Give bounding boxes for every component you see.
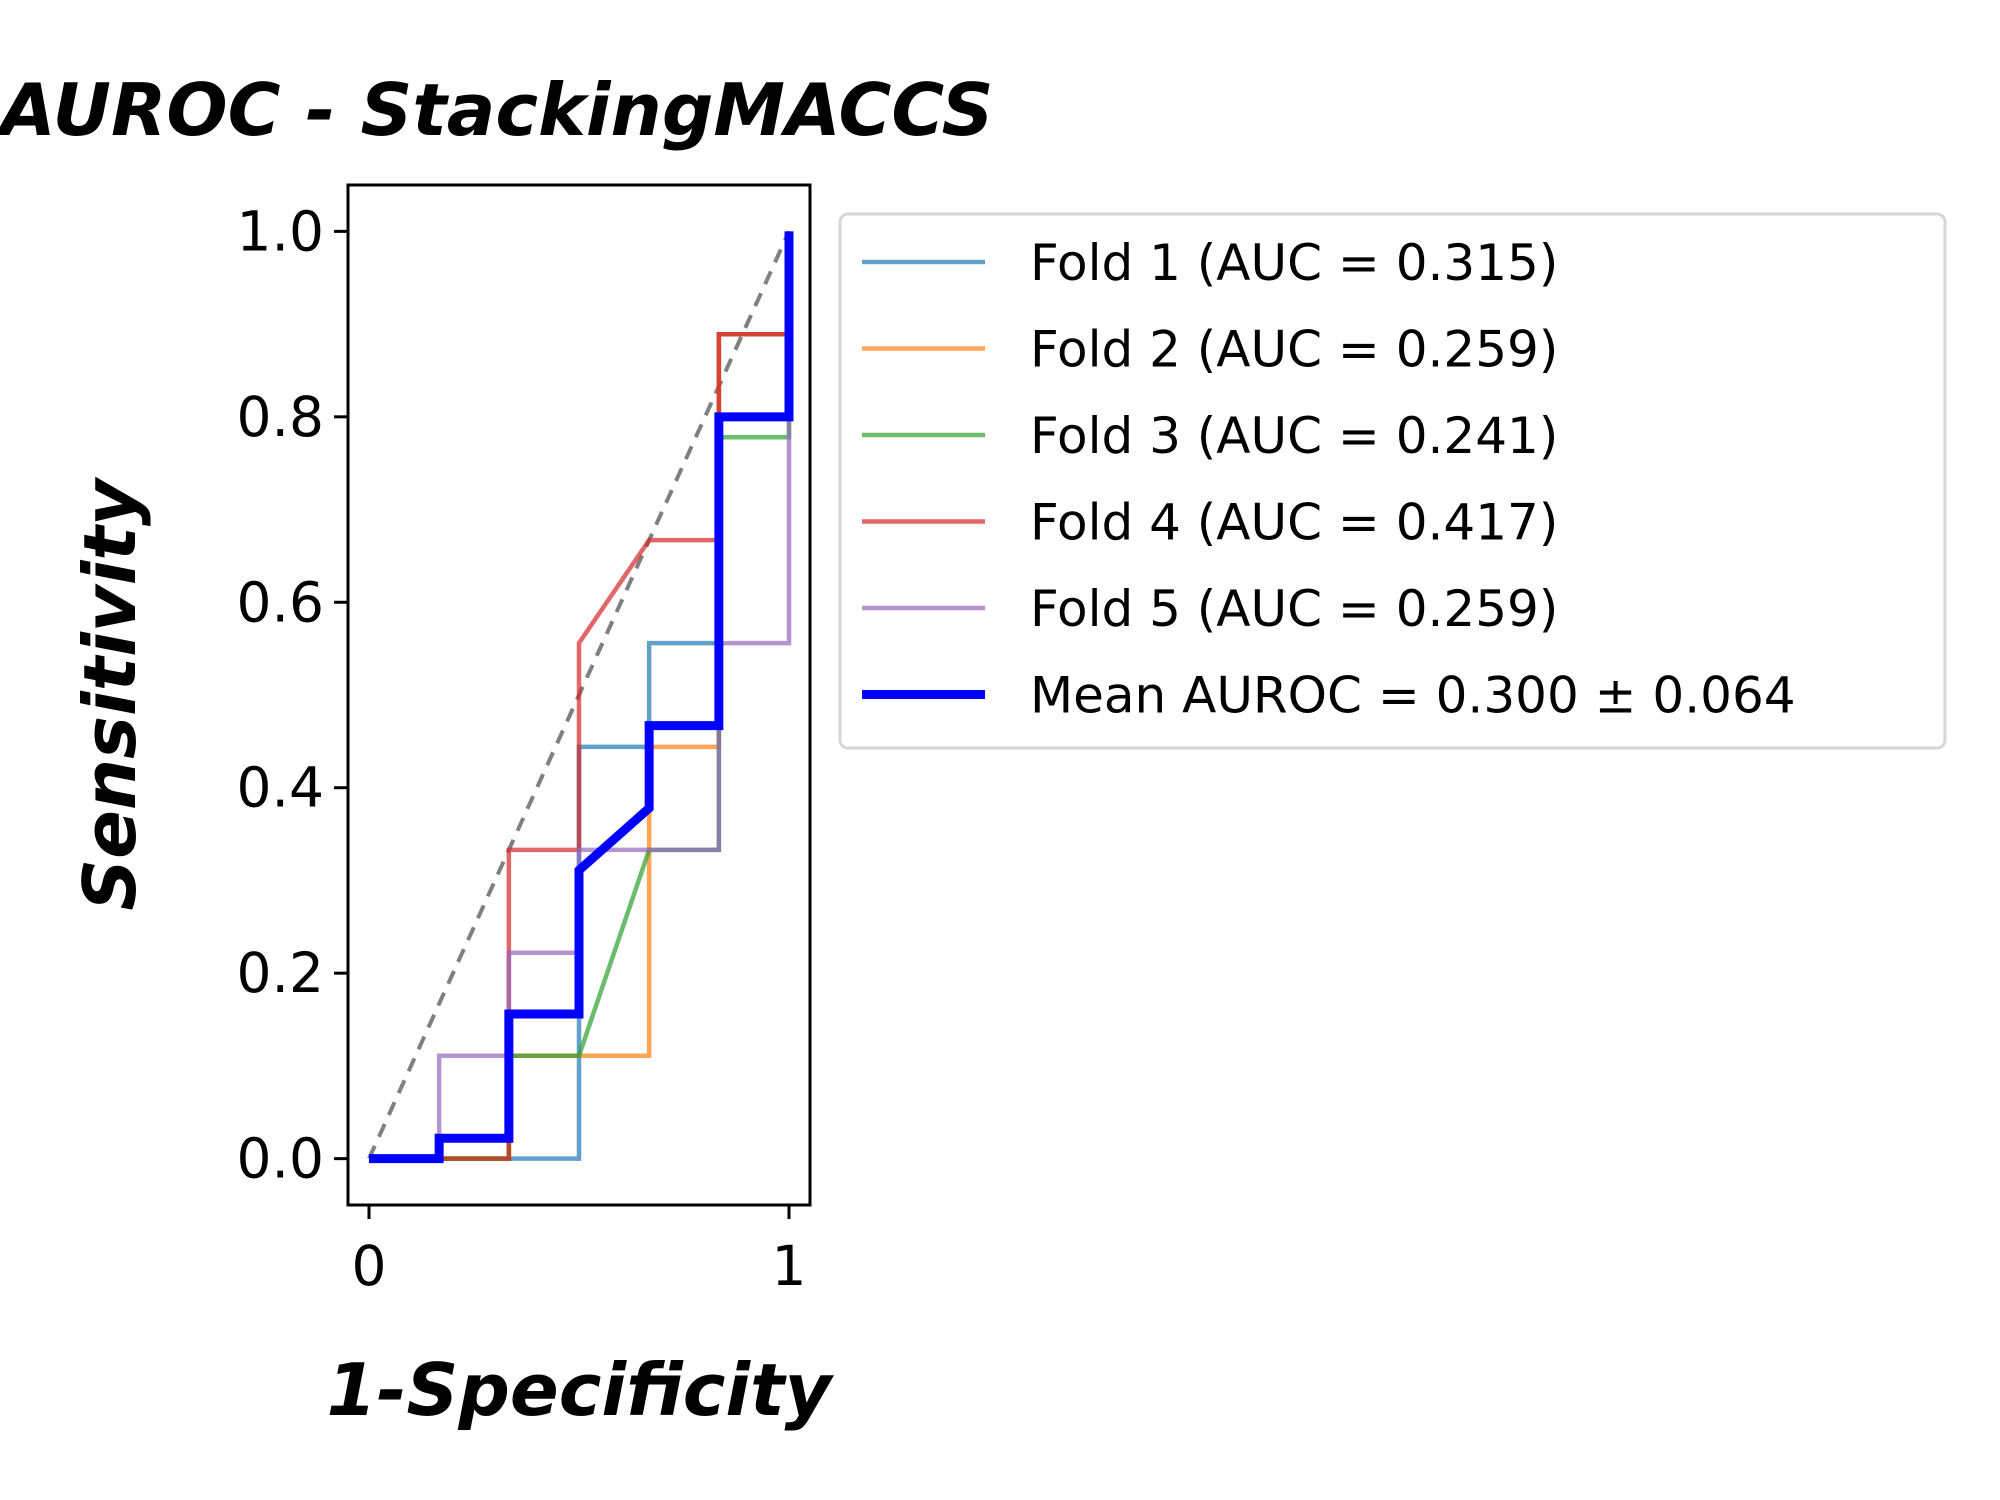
plot-area xyxy=(367,230,794,1164)
x-axis-label: 1-Specificity xyxy=(327,1348,835,1432)
y-tick-label: 0.4 xyxy=(237,756,324,820)
series-line-mean xyxy=(369,231,794,1164)
x-tick-label: 1 xyxy=(772,1234,807,1298)
y-tick-label: 0.8 xyxy=(237,385,324,449)
legend-entry: Fold 2 (AUC = 0.259) xyxy=(1030,321,1558,379)
y-tick-label: 1.0 xyxy=(237,199,324,263)
legend-entry: Fold 5 (AUC = 0.259) xyxy=(1030,580,1558,638)
y-tick-label: 0.6 xyxy=(237,570,324,634)
legend-entry: Mean AUROC = 0.300 ± 0.064 xyxy=(1030,667,1796,725)
y-axis-label: Sensitivity xyxy=(68,476,152,911)
chart-title: AUROC - StackingMACCS xyxy=(0,68,993,152)
legend: Fold 1 (AUC = 0.315) Fold 2 (AUC = 0.259)… xyxy=(838,212,1947,750)
legend-entry: Fold 3 (AUC = 0.241) xyxy=(1030,407,1558,465)
x-tick-label: 0 xyxy=(352,1234,387,1298)
y-axis: 0.0 0.2 0.4 0.6 0.8 1.0 xyxy=(237,199,348,1191)
y-tick-label: 0.2 xyxy=(237,941,324,1005)
legend-frame xyxy=(838,212,1947,750)
legend-entry: Fold 1 (AUC = 0.315) xyxy=(1030,234,1558,292)
plot-frame xyxy=(346,183,812,1207)
y-tick-label: 0.0 xyxy=(237,1127,324,1191)
legend-entry: Fold 4 (AUC = 0.417) xyxy=(1030,494,1558,552)
